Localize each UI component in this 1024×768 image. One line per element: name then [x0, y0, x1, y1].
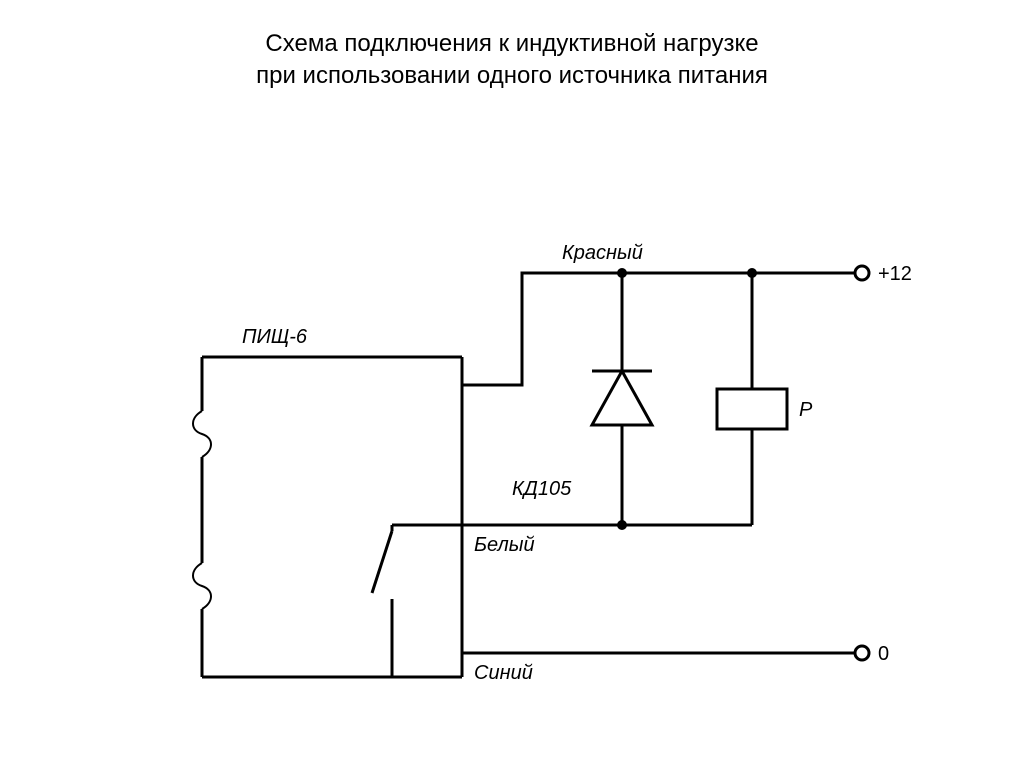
- svg-text:Синий: Синий: [474, 662, 533, 684]
- svg-text:КД105: КД105: [512, 478, 572, 500]
- svg-text:Р: Р: [799, 399, 813, 421]
- svg-text:Красный: Красный: [562, 242, 643, 264]
- svg-text:+12: +12: [878, 263, 912, 285]
- svg-text:0: 0: [878, 643, 889, 665]
- title-line-1: Схема подключения к индуктивной нагрузке: [0, 28, 1024, 60]
- svg-text:Белый: Белый: [474, 534, 535, 556]
- svg-text:ПИЩ-6: ПИЩ-6: [242, 326, 308, 348]
- page-title: Схема подключения к индуктивной нагрузке…: [0, 0, 1024, 93]
- circuit-diagram: ПИЩ-6 Красный +12 Р КД105 Белый Синий 0: [62, 93, 962, 733]
- title-line-2: при использовании одного источника питан…: [0, 60, 1024, 92]
